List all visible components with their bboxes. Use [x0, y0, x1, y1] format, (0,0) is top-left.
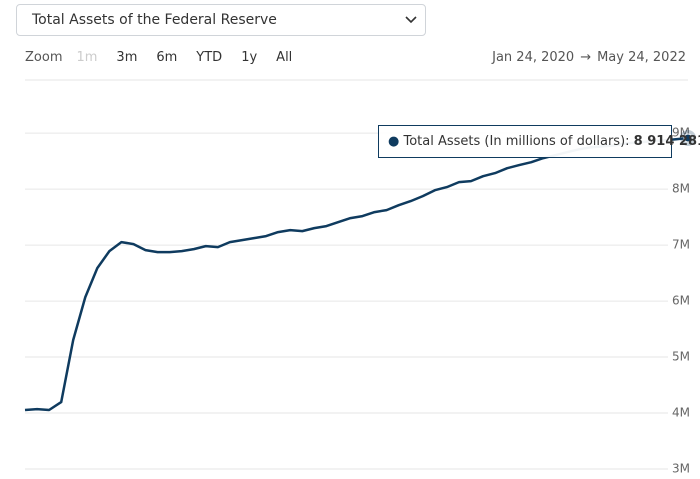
date-from[interactable]: Jan 24, 2020 [492, 50, 575, 65]
y-tick-label: 3M [672, 462, 690, 476]
tooltip-label: Total Assets (In millions of dollars): [403, 134, 630, 149]
zoom-button[interactable]: 6m [156, 50, 178, 65]
date-to[interactable]: May 24, 2022 [597, 50, 686, 65]
y-tick-label: 6M [672, 294, 690, 308]
y-tick-label: 4M [672, 406, 690, 420]
y-tick-label: 8M [672, 182, 690, 196]
zoom-button[interactable]: All [276, 50, 293, 65]
date-range: Jan 24, 2020 → May 24, 2022 [486, 50, 686, 65]
y-tick-label: 7M [672, 238, 690, 252]
zoom-button[interactable]: 1m [76, 50, 98, 65]
dropdown-title: Total Assets of the Federal Reserve [32, 12, 277, 28]
zoom-label: Zoom [25, 50, 63, 65]
zoom-button[interactable]: 1y [241, 50, 258, 65]
zoom-button[interactable]: YTD [196, 50, 223, 65]
hover-point [683, 133, 693, 143]
chevron [405, 16, 417, 24]
series-dropdown[interactable]: Total Assets of the Federal Reserve [16, 4, 426, 36]
tooltip-value: 8 914 281 [633, 134, 700, 149]
y-tick-label: 5M [672, 350, 690, 364]
zoom-bar: Zoom 1m 3m 6m YTD 1y All [25, 50, 297, 65]
tooltip: ● Total Assets (In millions of dollars):… [378, 125, 700, 158]
arrow: → [580, 50, 592, 65]
zoom-button[interactable]: 3m [116, 50, 138, 65]
line-series [24, 136, 689, 412]
